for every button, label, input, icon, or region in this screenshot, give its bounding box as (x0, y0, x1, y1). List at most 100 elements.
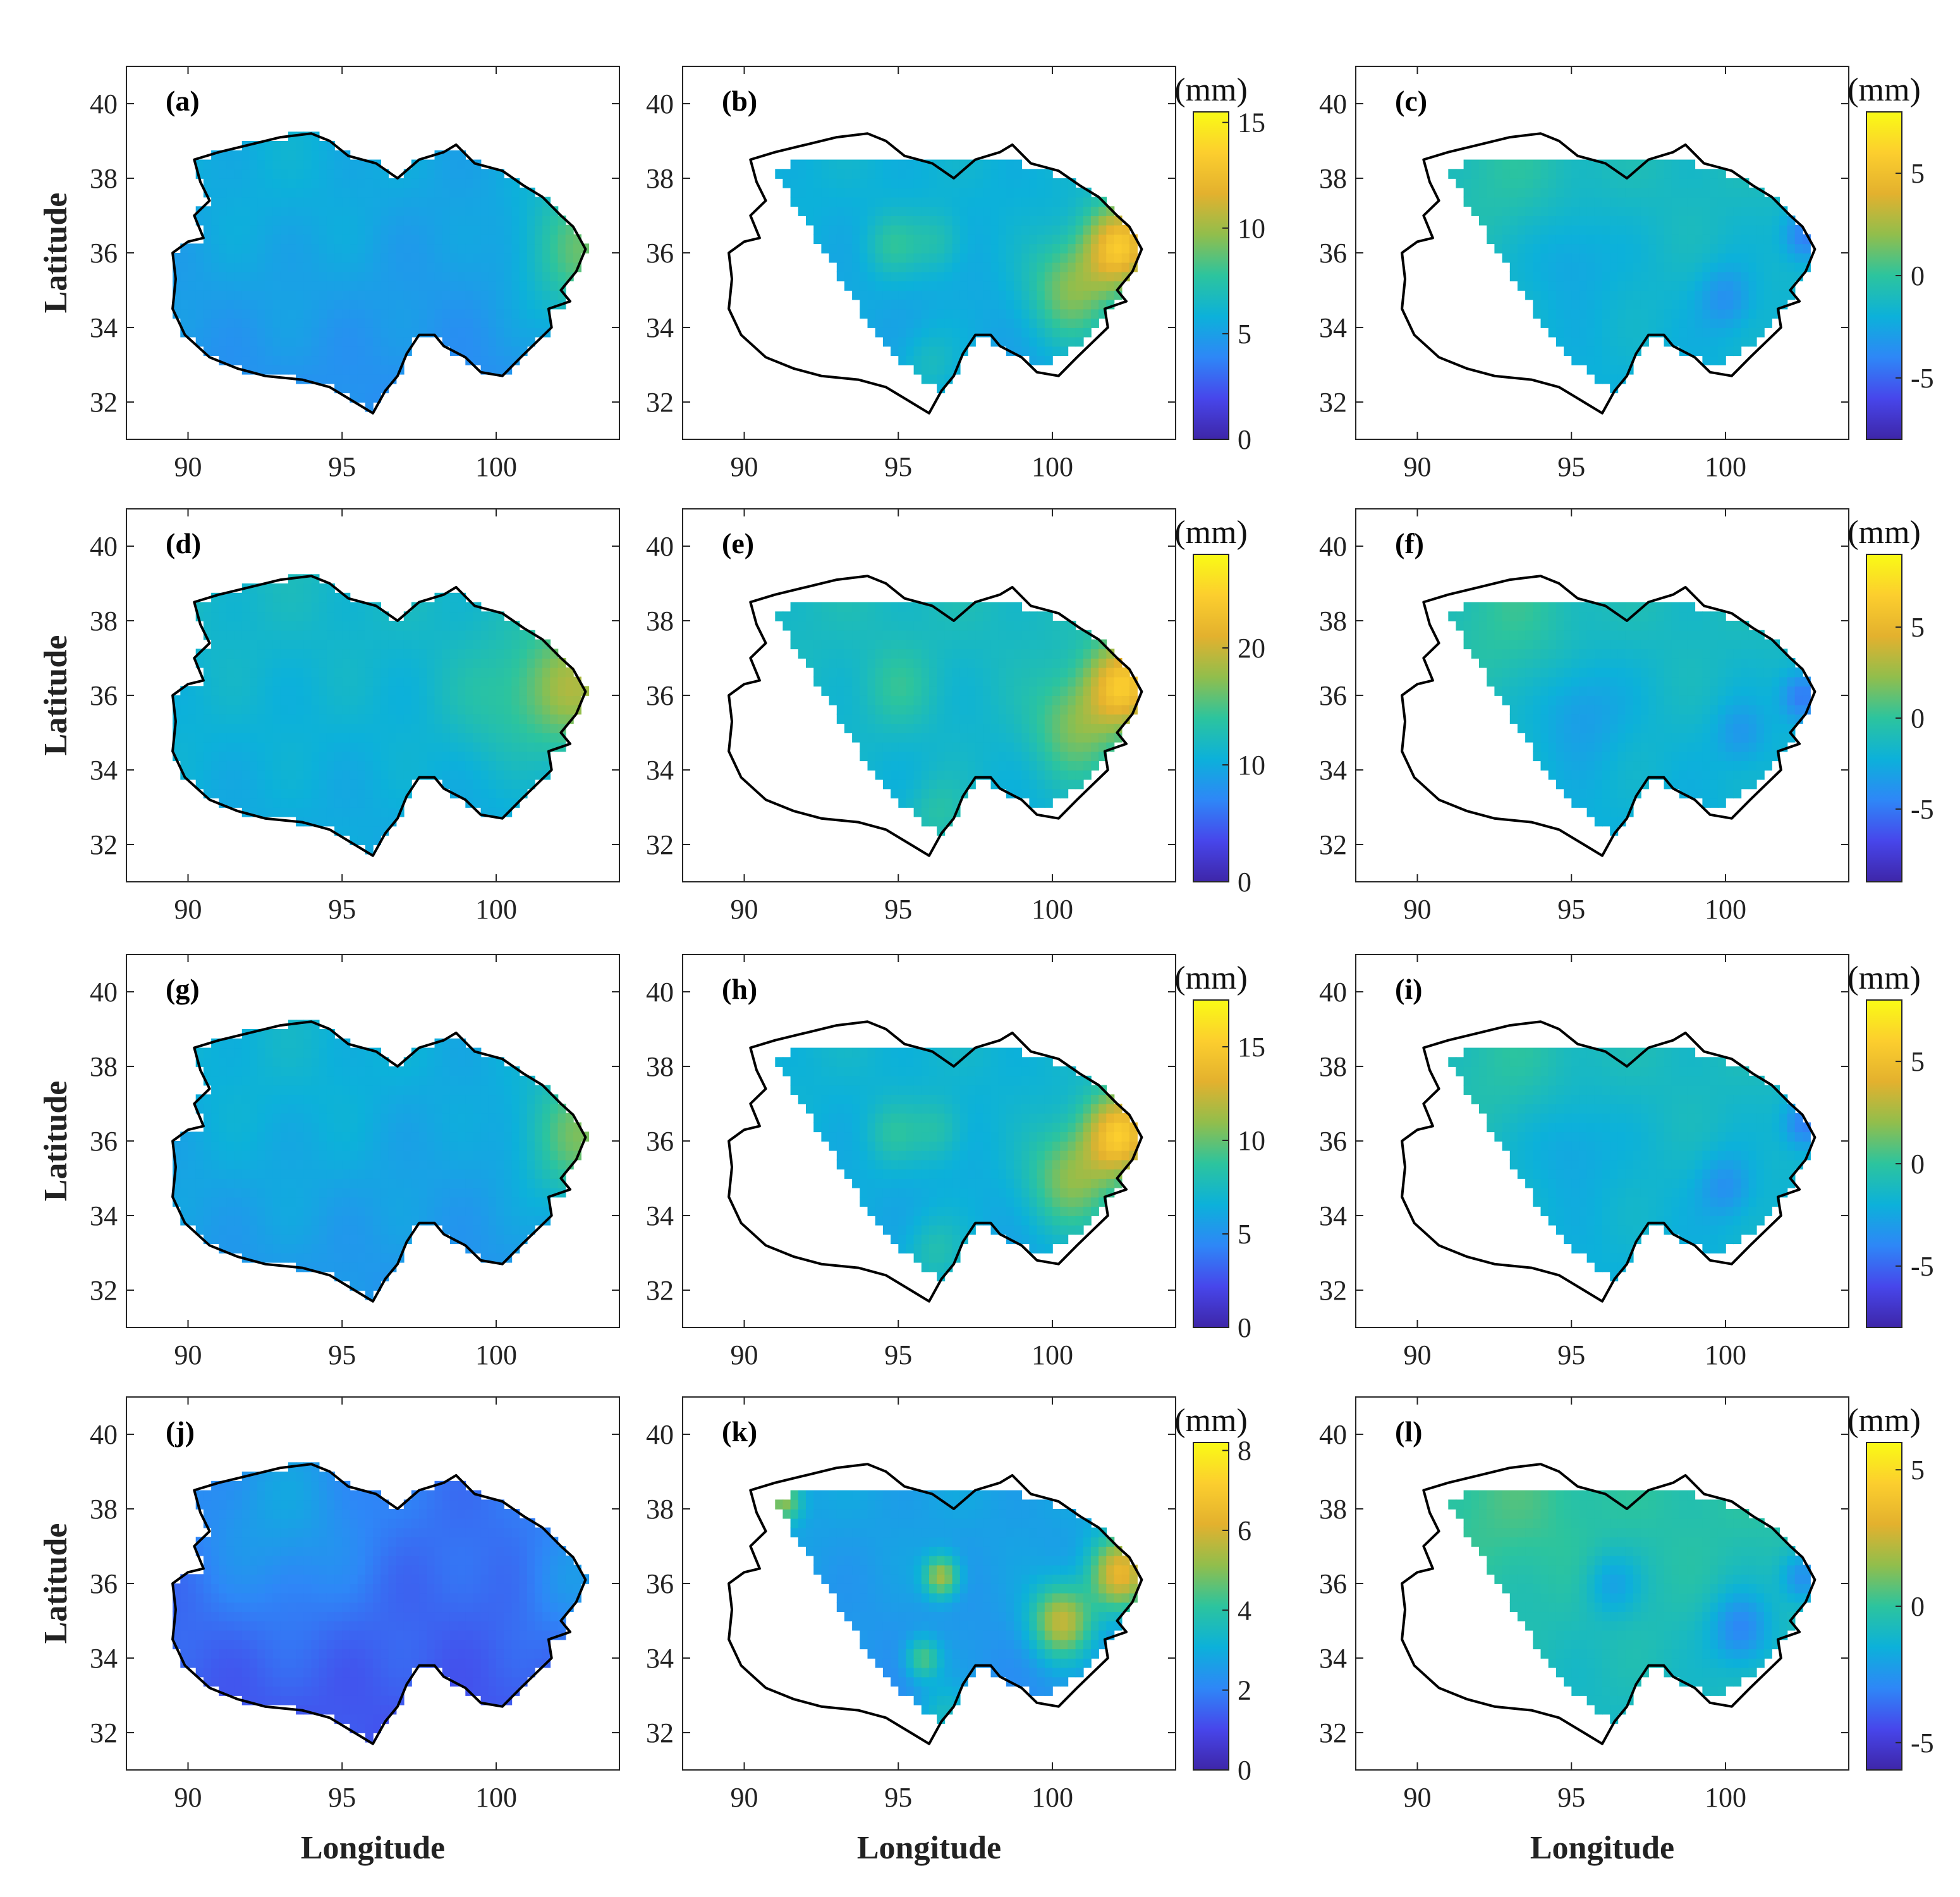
heatmap-cell (891, 216, 899, 226)
heatmap-cell (326, 318, 335, 328)
heatmap-cell (929, 299, 937, 310)
x-tick-label: 90 (731, 451, 758, 482)
heatmap-cell (1502, 253, 1511, 263)
heatmap-cell (465, 630, 474, 640)
heatmap-cell (1114, 262, 1123, 272)
heatmap-cell (1517, 216, 1526, 226)
heatmap-cell (1648, 178, 1657, 188)
heatmap-cell (280, 676, 289, 687)
heatmap-cell (1533, 733, 1542, 743)
heatmap-cell (1610, 695, 1619, 705)
heatmap-cell (419, 621, 428, 631)
heatmap-cell (465, 206, 474, 216)
heatmap-cell (1564, 281, 1573, 291)
heatmap-cell (1717, 281, 1726, 291)
heatmap-cell (465, 733, 474, 743)
heatmap-cell (898, 658, 907, 668)
heatmap-cell (875, 234, 884, 245)
colorbar-tick-label: 0 (1238, 867, 1251, 898)
heatmap-cell (511, 760, 520, 771)
heatmap-cell (265, 253, 274, 263)
heatmap-cell (388, 714, 397, 724)
heatmap-cell (311, 639, 320, 650)
heatmap-cell (891, 630, 899, 640)
heatmap-cell (257, 281, 266, 291)
heatmap-cell (898, 723, 907, 733)
heatmap-cell (226, 290, 235, 300)
heatmap-cell (319, 770, 327, 780)
heatmap-cell (265, 336, 274, 347)
heatmap-cell (937, 216, 946, 226)
heatmap-cell (303, 271, 312, 282)
heatmap-cell (350, 281, 358, 291)
heatmap-cell (188, 770, 197, 780)
heatmap-cell (921, 308, 930, 319)
heatmap-cell (342, 770, 351, 780)
heatmap-cell (442, 676, 451, 687)
heatmap-cell (550, 281, 559, 291)
heatmap-cell (1068, 197, 1076, 207)
heatmap-cell (844, 271, 853, 282)
heatmap-cell (1555, 741, 1564, 752)
heatmap-cell (891, 741, 899, 752)
heatmap-cell (219, 327, 228, 338)
heatmap-cell (1479, 169, 1487, 179)
heatmap-cell (1029, 355, 1038, 365)
heatmap-cell (234, 733, 243, 743)
heatmap-cell (365, 187, 374, 198)
heatmap-cell (1625, 262, 1634, 272)
heatmap-cell (1555, 686, 1564, 696)
heatmap-cell (280, 639, 289, 650)
heatmap-cell (1594, 770, 1603, 780)
heatmap-cell (806, 639, 814, 650)
y-tick-label: 34 (646, 312, 674, 343)
heatmap-cell (1610, 714, 1619, 724)
heatmap-cell (967, 197, 976, 207)
heatmap-cell (990, 178, 999, 188)
heatmap-cell (1052, 234, 1061, 245)
heatmap-cell (1540, 308, 1549, 319)
heatmap-cell (188, 299, 197, 310)
heatmap-cell (303, 686, 312, 696)
heatmap-cell (898, 178, 907, 188)
heatmap-cell (891, 704, 899, 715)
heatmap-cell (1579, 197, 1588, 207)
heatmap-cell (1617, 365, 1626, 375)
heatmap-cell (1509, 704, 1518, 715)
heatmap-cell (782, 611, 791, 621)
heatmap-cell (1571, 621, 1580, 631)
heatmap-cell (1571, 741, 1580, 752)
heatmap-cell (1586, 216, 1595, 226)
heatmap-cell (1571, 355, 1580, 365)
heatmap-cell (1710, 169, 1719, 179)
heatmap-cell (434, 714, 443, 724)
heatmap-cell (983, 714, 992, 724)
heatmap-cell (990, 262, 999, 272)
heatmap-cell (1099, 658, 1107, 668)
heatmap-cell (373, 760, 381, 771)
heatmap-cell (1555, 611, 1564, 621)
heatmap-cell (1029, 262, 1038, 272)
heatmap-cell (983, 658, 992, 668)
heatmap-cell (867, 751, 876, 762)
heatmap-cell (844, 714, 853, 724)
heatmap-cell (1579, 281, 1588, 291)
heatmap-cell (350, 639, 358, 650)
heatmap-cell (1548, 770, 1557, 780)
heatmap-cell (527, 243, 535, 253)
heatmap-cell (1029, 798, 1038, 808)
heatmap-cell (1006, 704, 1014, 715)
heatmap-cell (1052, 346, 1061, 357)
heatmap-cell (921, 704, 930, 715)
heatmap-cell (326, 159, 335, 170)
heatmap-cell (829, 206, 837, 216)
heatmap-cell (921, 365, 930, 375)
heatmap-cell (241, 592, 250, 603)
heatmap-cell (1029, 741, 1038, 752)
heatmap-cell (396, 760, 405, 771)
heatmap-cell (1021, 336, 1030, 347)
heatmap-cell (1075, 779, 1084, 790)
heatmap-cell (288, 243, 296, 253)
heatmap-cell (990, 733, 999, 743)
heatmap-cell (844, 686, 853, 696)
